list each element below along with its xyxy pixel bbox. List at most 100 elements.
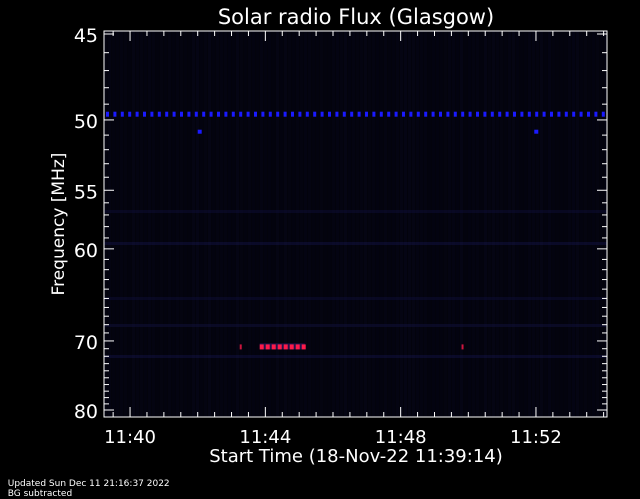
noise-stripe xyxy=(180,31,183,417)
interference-segment xyxy=(217,111,220,117)
noise-stripe xyxy=(212,31,215,417)
updated-timestamp: Updated Sun Dec 11 21:16:37 2022 xyxy=(7,479,170,489)
interference-segment xyxy=(261,111,265,117)
interference-segment xyxy=(520,111,524,117)
interference-segment xyxy=(587,111,590,117)
interference-segment xyxy=(298,111,302,117)
noise-stripe xyxy=(156,31,159,417)
status-footer: Updated Sun Dec 11 21:16:37 2022 BG subt… xyxy=(2,469,182,499)
interference-segment xyxy=(601,111,605,117)
noise-stripe xyxy=(488,31,491,417)
interference-segment xyxy=(490,111,494,117)
interference-segment xyxy=(357,111,361,117)
interference-segment xyxy=(468,111,472,117)
noise-stripe xyxy=(204,31,207,417)
noise-stripe xyxy=(200,31,203,417)
noise-stripe xyxy=(260,31,263,417)
noise-stripe xyxy=(396,31,399,417)
noise-stripe xyxy=(564,31,567,417)
interference-segment xyxy=(365,111,368,117)
noise-stripe xyxy=(372,31,375,417)
noise-stripe xyxy=(572,31,575,417)
interference-segment xyxy=(172,111,176,117)
interference-dot xyxy=(197,129,202,134)
interference-segment xyxy=(424,111,428,117)
noise-stripe xyxy=(104,31,107,417)
noise-stripe xyxy=(280,31,283,417)
noise-stripe xyxy=(348,31,351,417)
noise-stripe xyxy=(536,31,539,417)
interference-segment xyxy=(120,111,124,117)
noise-stripe xyxy=(512,31,515,417)
interference-segment xyxy=(246,111,250,117)
noise-stripe xyxy=(548,31,551,417)
interference-segment xyxy=(335,111,339,117)
noise-stripe xyxy=(376,31,379,417)
noise-stripe xyxy=(272,31,275,417)
interference-segment xyxy=(550,111,553,117)
noise-stripe xyxy=(352,31,355,417)
noise-stripe xyxy=(228,31,231,417)
noise-stripe xyxy=(316,31,319,417)
noise-stripe xyxy=(456,31,459,417)
noise-stripe xyxy=(440,31,443,417)
interference-segment xyxy=(431,111,435,117)
noise-stripe xyxy=(132,31,135,417)
interference-segment xyxy=(187,111,191,117)
noise-stripe xyxy=(388,31,391,417)
noise-stripe xyxy=(296,31,299,417)
x-tick-label: 11:52 xyxy=(510,427,562,448)
noise-stripe xyxy=(520,31,523,417)
noise-stripe xyxy=(588,31,591,417)
spectrogram-background xyxy=(104,31,607,417)
noise-stripe xyxy=(108,31,111,417)
noise-stripe xyxy=(416,31,419,417)
interference-segment xyxy=(446,111,450,117)
noise-stripe xyxy=(120,31,123,417)
interference-segment xyxy=(128,111,132,117)
y-tick-label: 50 xyxy=(74,111,98,133)
axes-frame xyxy=(103,30,608,418)
interference-segment xyxy=(268,111,272,117)
noise-stripe xyxy=(460,31,463,417)
y-tick-label: 60 xyxy=(74,240,98,262)
noise-stripe xyxy=(432,31,435,417)
noise-stripe xyxy=(584,31,587,417)
noise-stripe xyxy=(292,31,295,417)
noise-stripe xyxy=(328,31,331,417)
x-axis-label: Start Time (18-Nov-22 11:39:14) xyxy=(209,446,503,467)
noise-stripe xyxy=(128,31,131,417)
interference-dot xyxy=(534,129,539,134)
noise-stripe xyxy=(568,31,571,417)
noise-stripe xyxy=(384,31,387,417)
interference-segment xyxy=(320,111,324,117)
noise-stripe xyxy=(544,31,547,417)
emission-segment xyxy=(259,344,264,350)
emission-spot xyxy=(239,344,242,350)
noise-stripe xyxy=(400,31,403,417)
interference-segment xyxy=(476,111,479,117)
interference-segment xyxy=(231,111,235,117)
noise-stripe xyxy=(516,31,519,417)
interference-segment xyxy=(557,111,561,117)
noise-stripe xyxy=(196,31,199,417)
noise-stripe xyxy=(188,31,191,417)
interference-segment xyxy=(165,111,169,117)
noise-stripe xyxy=(268,31,271,417)
interference-segment xyxy=(113,111,117,117)
noise-stripe xyxy=(472,31,475,417)
x-tick-label: 11:44 xyxy=(239,427,291,448)
interference-segment xyxy=(291,111,294,117)
noise-band xyxy=(104,297,607,300)
interference-segment xyxy=(527,111,531,117)
interference-segment xyxy=(135,111,139,117)
interference-segment xyxy=(542,111,546,117)
noise-stripe xyxy=(152,31,155,417)
noise-stripe xyxy=(344,31,347,417)
noise-stripe xyxy=(532,31,535,417)
interference-segment xyxy=(328,111,331,117)
noise-stripe xyxy=(428,31,431,417)
noise-stripe xyxy=(224,31,227,417)
interference-segment xyxy=(239,111,243,117)
noise-stripe xyxy=(508,31,511,417)
